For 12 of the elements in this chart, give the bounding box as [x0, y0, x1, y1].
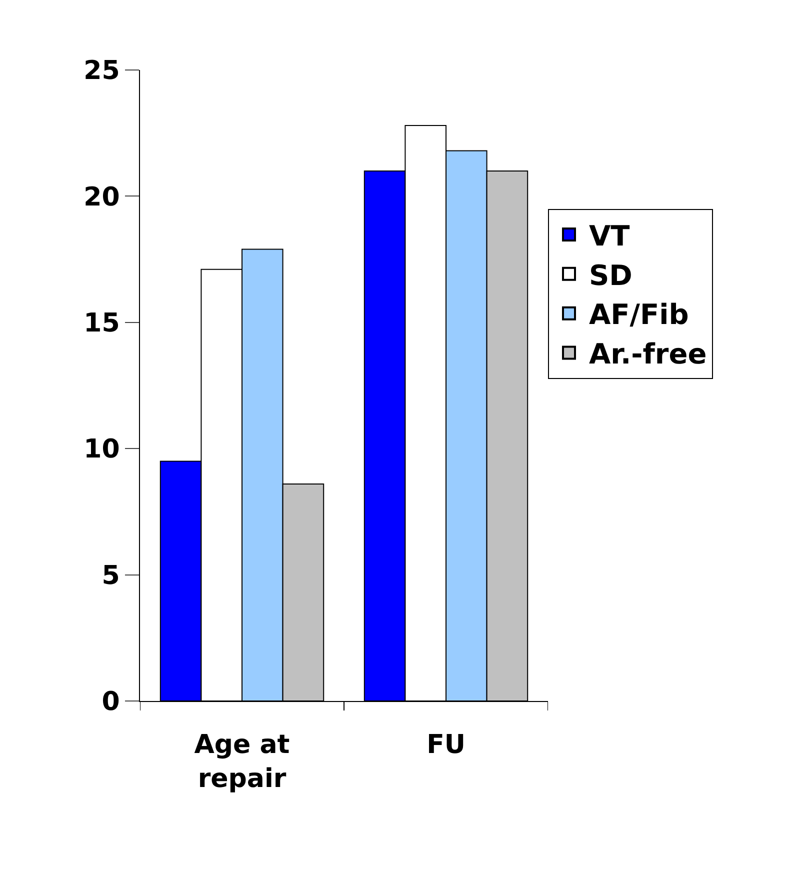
y-tick-label: 25 — [84, 56, 120, 86]
y-tick-label: 20 — [84, 182, 120, 212]
legend-label: SD — [589, 258, 632, 292]
y-tick-label: 0 — [102, 687, 120, 718]
y-tick-label: 15 — [84, 308, 120, 338]
y-tick-label: 5 — [102, 560, 120, 591]
legend-label: AF/Fib — [589, 298, 689, 332]
legend-label: VT — [589, 219, 630, 252]
legend-label: Ar.-free — [589, 338, 707, 371]
x-tick-label: FU — [426, 730, 466, 760]
y-tick-label: 10 — [84, 434, 120, 465]
x-tick-label: Age at repair — [194, 730, 290, 794]
